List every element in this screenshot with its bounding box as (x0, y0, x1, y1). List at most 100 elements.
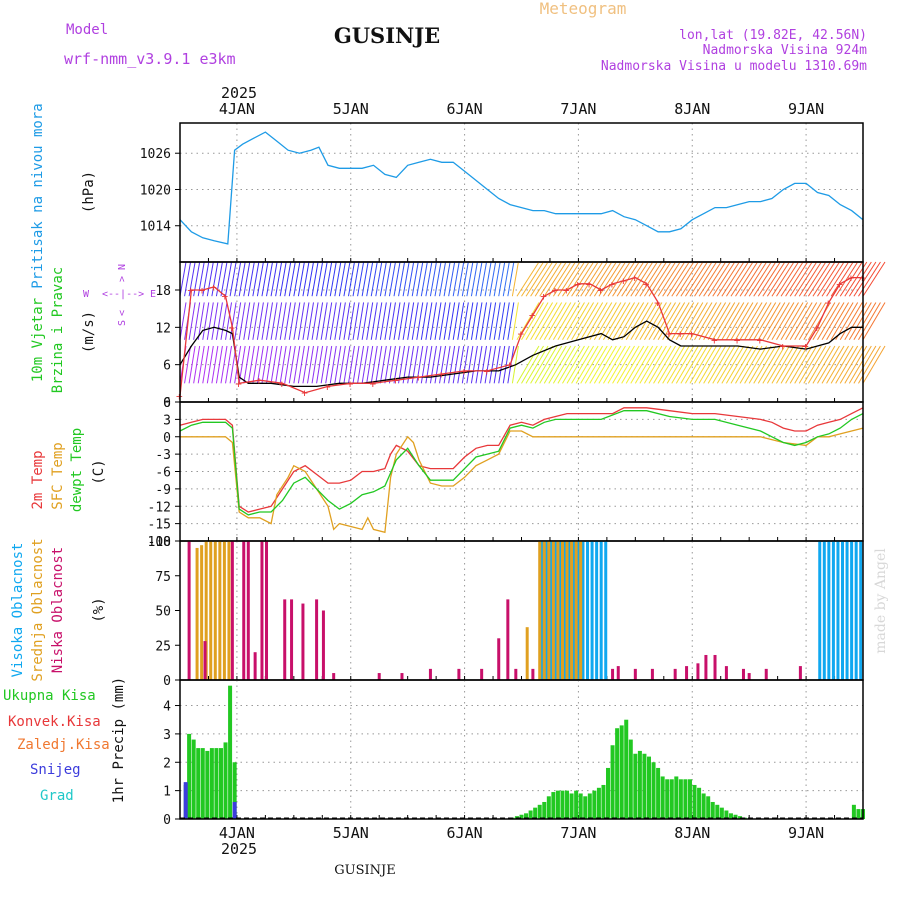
wind-barb (247, 302, 255, 340)
wind-barb (584, 302, 608, 341)
wind-barb (543, 302, 567, 341)
cloud-bar (209, 541, 213, 680)
wind-direction-marker: + (802, 340, 809, 353)
wind-barb (379, 345, 387, 384)
cloud-bar (713, 654, 717, 680)
cloud-bar (822, 541, 826, 680)
wind-barb (589, 261, 613, 297)
wind-barb (484, 302, 492, 340)
wind-barb (448, 261, 456, 297)
wind-barb (243, 261, 251, 297)
wind-barb (311, 261, 319, 297)
precip-bar (565, 790, 570, 819)
precip-bar (615, 728, 620, 819)
wind-barb (539, 261, 563, 297)
wind-barb (439, 261, 447, 297)
cloud-bar (253, 652, 257, 680)
wind-barb (644, 345, 667, 384)
model-elevation-label: Nadmorska Visina u modelu 1310.69m (601, 59, 867, 74)
y-tick-label: 4 (163, 700, 171, 715)
wind-barb (375, 261, 383, 297)
wind-barb (370, 261, 378, 297)
wind-barb (862, 261, 886, 297)
wind-barb (343, 345, 351, 384)
y-tick-label: -6 (155, 466, 171, 481)
wind-direction-marker: + (347, 377, 354, 390)
wind-barb (817, 302, 840, 341)
wind-direction-marker: + (540, 290, 547, 303)
wind-barb (266, 261, 274, 297)
wind-barb (279, 345, 287, 384)
wind-barb (543, 345, 567, 384)
cloud-bar (195, 547, 199, 680)
cloud-bar (741, 668, 745, 680)
wind-barb (839, 302, 863, 341)
cloud-ylabel-1: Visoka Oblacnost (10, 543, 26, 678)
wind-barb (202, 261, 210, 297)
wind-barb (234, 302, 242, 340)
wind-barb (794, 261, 818, 297)
y-tick-label: 3 (163, 413, 171, 428)
wind-barb (261, 302, 269, 340)
temp-unit: (C) (91, 459, 107, 484)
wind-barb (443, 302, 451, 340)
wind-barb (511, 261, 519, 297)
wind-direction-marker: + (324, 380, 331, 393)
wind-barb (393, 345, 401, 384)
wind-barb (853, 302, 877, 341)
wind-barb (630, 345, 654, 384)
wind-barb (297, 345, 305, 384)
wind-barb (311, 345, 319, 384)
wind-barb (753, 345, 777, 384)
precip-bar (856, 809, 861, 819)
wind-barb (698, 302, 722, 341)
wind-barb (644, 261, 667, 297)
wind-barb (329, 302, 337, 340)
wind-barb (612, 261, 635, 297)
wind-barb (270, 302, 278, 340)
wind-barb (297, 261, 305, 297)
wind-barb (498, 302, 506, 340)
wind-direction-marker: + (256, 374, 263, 387)
cloud-bar (218, 541, 222, 680)
wind-barb (215, 261, 223, 297)
wind-barb (288, 261, 296, 297)
cloud-bar (545, 541, 549, 680)
wind-barb (548, 345, 572, 384)
wind-barb (552, 345, 576, 384)
wind-barb (826, 345, 850, 384)
wind-direction-marker: + (848, 272, 855, 285)
wind-barb (302, 302, 310, 340)
wind-barb (316, 345, 324, 384)
wind-barb (202, 302, 210, 340)
wind-barb (648, 302, 672, 341)
wind-direction-marker: + (836, 278, 843, 291)
wind-barb (826, 302, 850, 341)
wind-barb (644, 302, 667, 341)
cloud-bar (480, 668, 484, 680)
precip-bar (232, 801, 237, 819)
watermark-text: made by Angel (873, 548, 889, 654)
precip-bar (610, 745, 615, 819)
wind-barb (480, 302, 488, 340)
cloud-bar (859, 541, 863, 680)
cloud-bar (554, 541, 558, 680)
wind-barb (826, 261, 849, 297)
wind-barb (657, 345, 681, 384)
precip-legend-snow: Snijeg (30, 762, 81, 778)
wind-barb (480, 345, 488, 384)
wind-barb (252, 345, 260, 384)
wind-barb (261, 261, 269, 297)
precip-bar (674, 776, 679, 819)
series-line (179, 407, 864, 513)
wind-barb (393, 261, 401, 297)
wind-direction-marker: + (677, 328, 684, 341)
wind-barb (858, 345, 881, 384)
wind-barb (206, 345, 214, 384)
wind-barb (735, 345, 758, 384)
wind-barb (461, 261, 469, 297)
wind-barb (193, 302, 201, 340)
wind-barb (657, 302, 681, 341)
wind-direction-marker: + (187, 284, 194, 297)
wind-direction-marker: + (461, 365, 468, 378)
